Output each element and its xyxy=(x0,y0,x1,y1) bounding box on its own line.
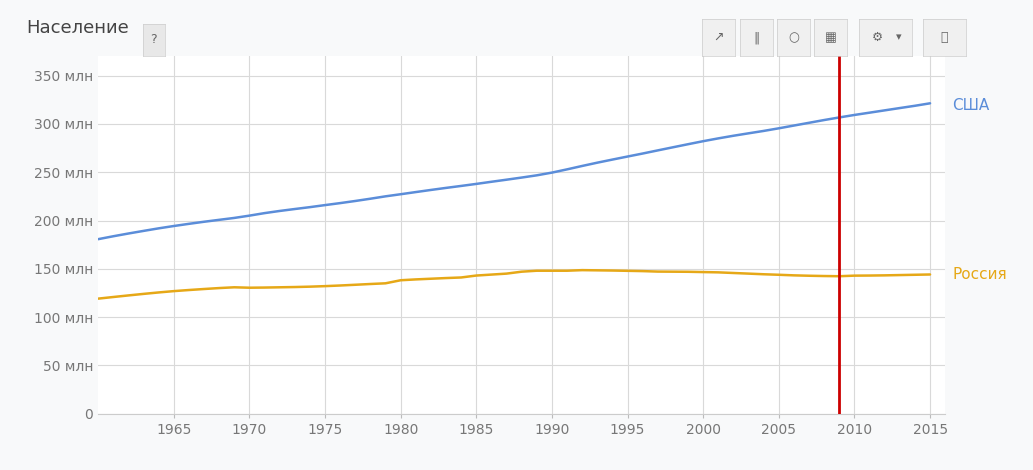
Text: ⛓: ⛓ xyxy=(940,31,948,44)
Text: Население: Население xyxy=(26,19,128,37)
Text: ?: ? xyxy=(151,33,157,47)
Text: ▾: ▾ xyxy=(897,32,902,43)
Text: ⚙: ⚙ xyxy=(872,31,883,44)
Text: ▦: ▦ xyxy=(824,31,837,44)
Text: США: США xyxy=(952,98,990,113)
Text: ↗: ↗ xyxy=(714,31,724,44)
Text: ‖: ‖ xyxy=(753,31,759,44)
Text: ○: ○ xyxy=(788,31,799,44)
Text: Россия: Россия xyxy=(952,267,1007,282)
